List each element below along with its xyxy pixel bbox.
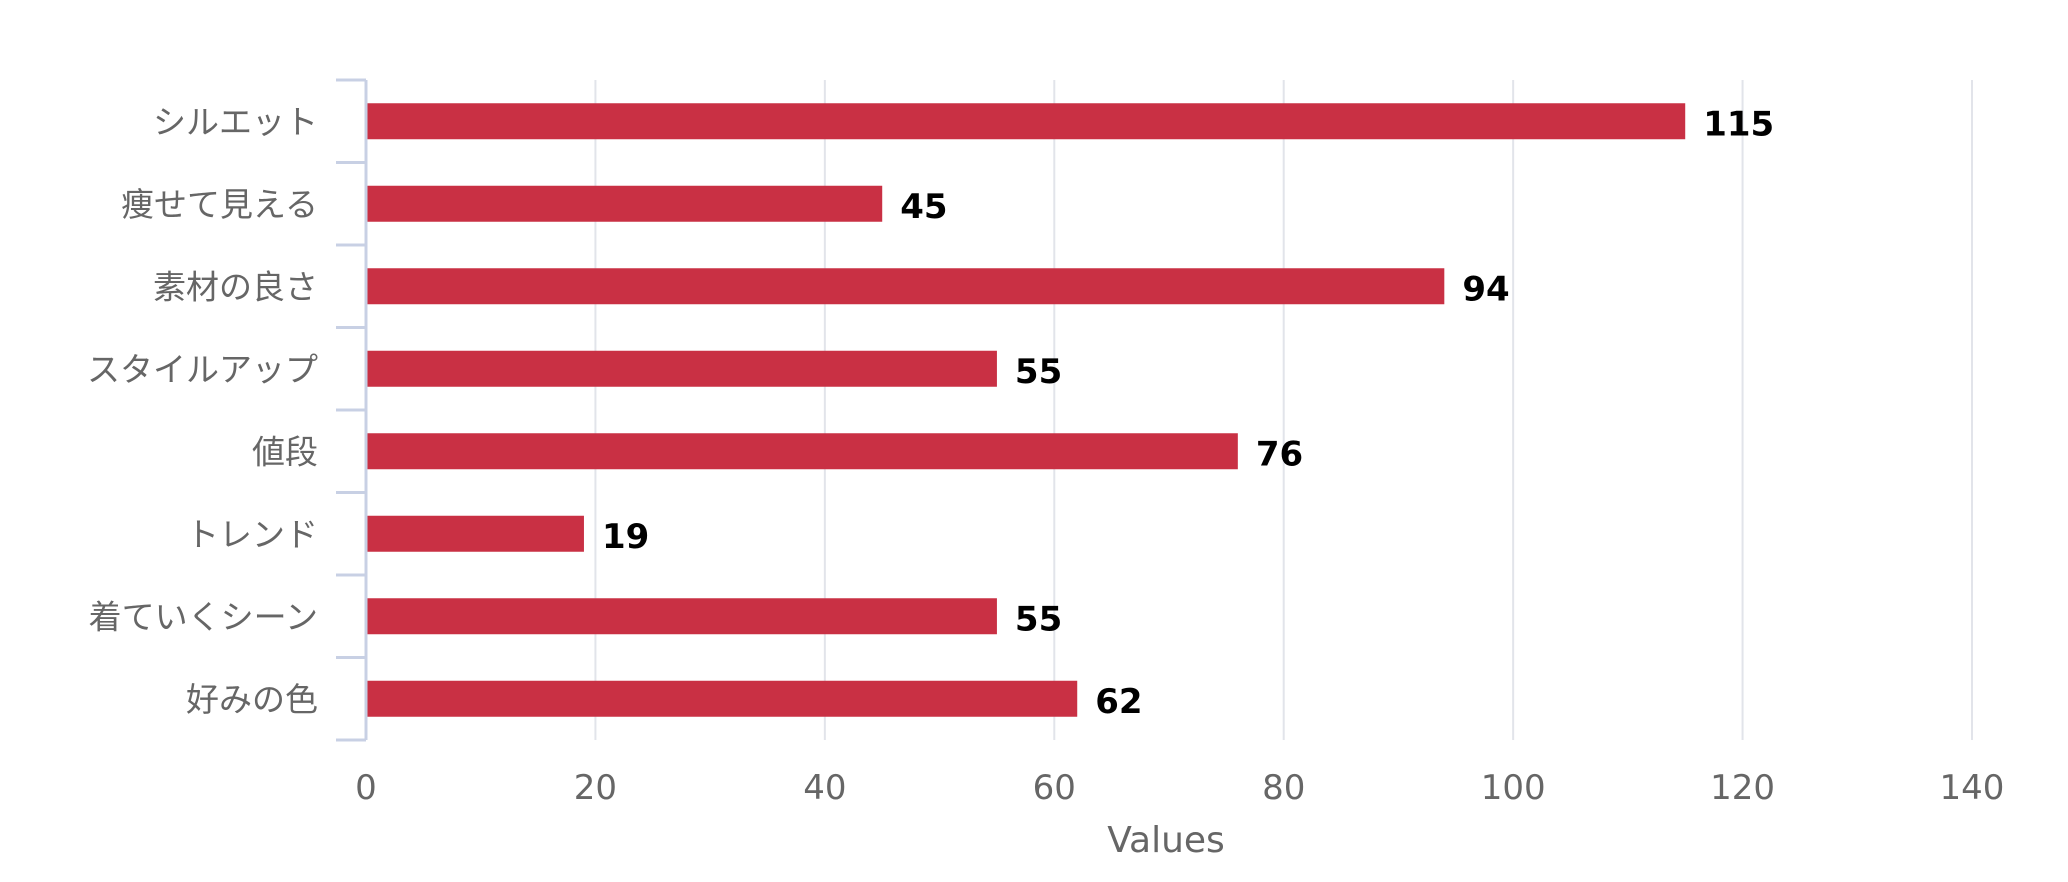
- bar-3: [367, 268, 1445, 305]
- data-label-2: 45: [900, 187, 947, 227]
- category-label-7: 着ていくシーン: [89, 597, 318, 636]
- category-label-8: 好みの色: [186, 680, 318, 719]
- data-label-6: 19: [602, 517, 649, 557]
- x-tick-label-100: 100: [1481, 768, 1546, 808]
- x-tick-label-140: 140: [1940, 768, 2005, 808]
- bar-2: [367, 185, 883, 222]
- bars: [367, 103, 1686, 717]
- data-label-3: 94: [1462, 269, 1509, 309]
- x-tick-labels: 0 20 40 60 80 100 120 140: [355, 768, 2004, 808]
- x-tick-label-60: 60: [1033, 768, 1076, 808]
- x-tick-label-0: 0: [355, 768, 377, 808]
- grid-lines: [594, 80, 1973, 740]
- data-label-1: 115: [1703, 104, 1774, 144]
- bar-5: [367, 433, 1238, 470]
- data-labels: 115 45 94 55 76 19 55 62: [602, 104, 1774, 722]
- data-label-8: 62: [1095, 682, 1142, 722]
- bar-7: [367, 598, 997, 635]
- category-label-5: 値段: [252, 432, 318, 471]
- x-axis-title: Values: [1107, 820, 1225, 861]
- data-label-7: 55: [1015, 599, 1062, 639]
- x-tick-label-20: 20: [574, 768, 617, 808]
- category-label-6: トレンド: [186, 515, 318, 554]
- data-label-4: 55: [1015, 352, 1062, 392]
- x-tick-label-40: 40: [803, 768, 846, 808]
- category-label-4: スタイルアップ: [87, 350, 318, 389]
- category-axis: [336, 78, 368, 742]
- category-label-3: 素材の良さ: [153, 267, 318, 306]
- bar-8: [367, 680, 1078, 717]
- x-tick-label-80: 80: [1262, 768, 1305, 808]
- category-label-1: シルエット: [153, 102, 318, 141]
- bar-1: [367, 103, 1686, 140]
- data-label-5: 76: [1256, 434, 1303, 474]
- x-tick-label-120: 120: [1710, 768, 1775, 808]
- bar-4: [367, 350, 997, 387]
- bar-6: [367, 515, 584, 552]
- category-label-2: 痩せて見える: [121, 185, 318, 224]
